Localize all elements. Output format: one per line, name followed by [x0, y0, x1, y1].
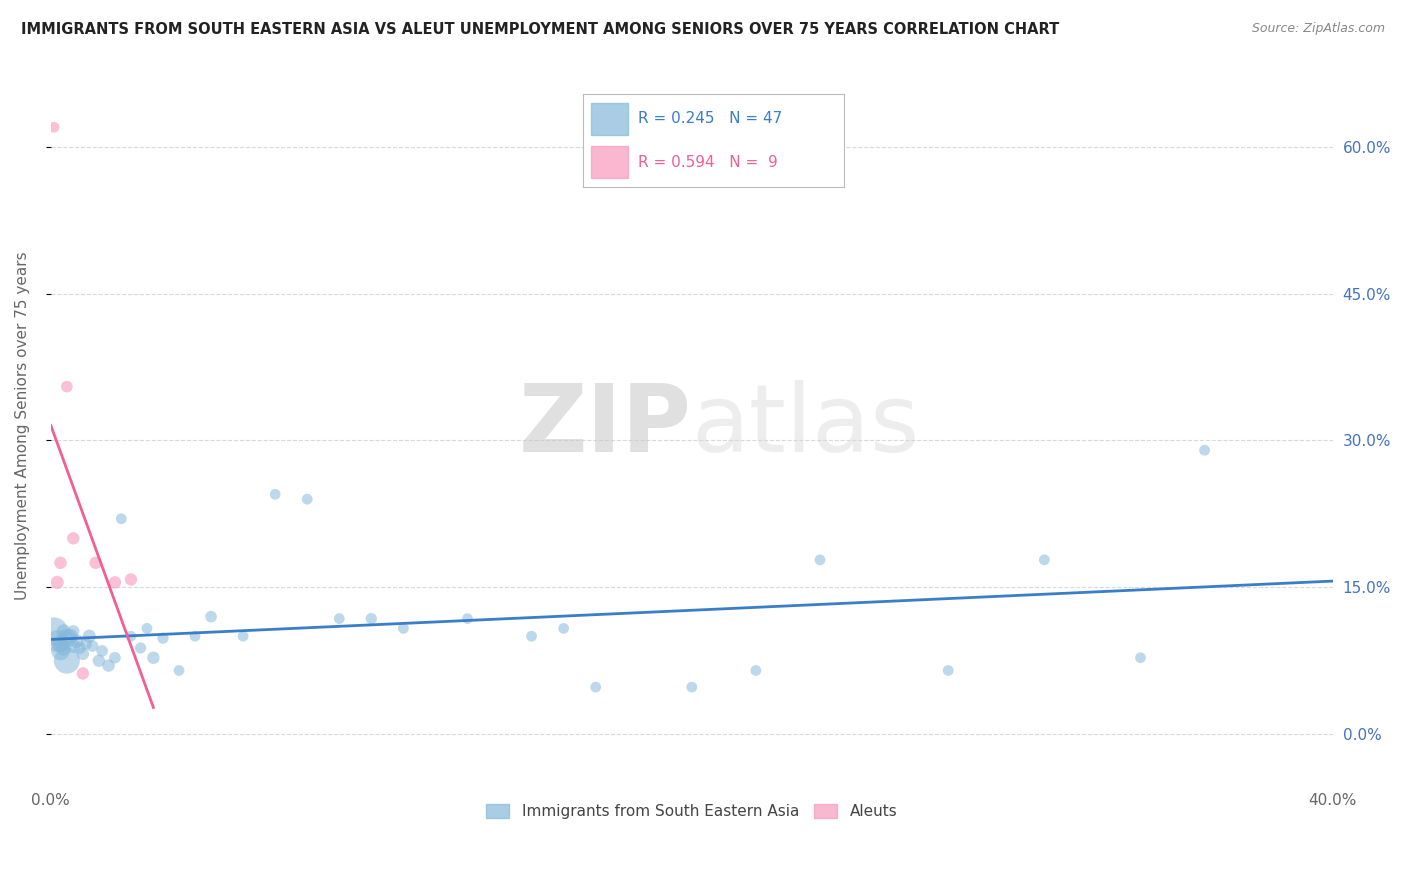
Point: [59, 629, 82, 643]
Point: [232, 629, 254, 643]
Point: [936, 664, 959, 678]
Legend: Immigrants from South Eastern Asia, Aleuts: Immigrants from South Eastern Asia, Aleu…: [481, 797, 903, 825]
Point: [42, 120, 65, 135]
Point: [52, 640, 75, 655]
Point: [585, 680, 607, 694]
Point: [56, 631, 79, 645]
Point: [87, 654, 110, 668]
Point: [520, 629, 543, 643]
Point: [82, 639, 104, 653]
Point: [167, 664, 190, 678]
Point: [49, 556, 72, 570]
Text: IMMIGRANTS FROM SOUTH EASTERN ASIA VS ALEUT UNEMPLOYMENT AMONG SENIORS OVER 75 Y: IMMIGRANTS FROM SOUTH EASTERN ASIA VS AL…: [21, 22, 1059, 37]
Point: [120, 629, 142, 643]
Point: [681, 680, 703, 694]
Point: [97, 658, 120, 673]
Point: [46, 575, 69, 590]
Y-axis label: Unemployment Among Seniors over 75 years: Unemployment Among Seniors over 75 years: [15, 252, 30, 600]
Point: [56, 654, 79, 668]
Point: [553, 621, 575, 635]
Point: [360, 612, 382, 626]
Point: [52, 624, 75, 639]
Text: Source: ZipAtlas.com: Source: ZipAtlas.com: [1251, 22, 1385, 36]
Point: [1129, 650, 1152, 665]
Point: [65, 634, 87, 648]
Point: [62, 624, 84, 639]
Point: [392, 621, 415, 635]
Point: [456, 612, 478, 626]
Point: [49, 644, 72, 658]
Point: [1033, 553, 1056, 567]
Text: ZIP: ZIP: [519, 380, 692, 472]
Point: [56, 379, 79, 393]
Point: [75, 637, 97, 651]
Text: R = 0.594   N =  9: R = 0.594 N = 9: [638, 154, 778, 169]
Point: [46, 634, 69, 648]
Point: [136, 621, 159, 635]
Point: [110, 512, 132, 526]
Point: [84, 556, 107, 570]
Point: [91, 644, 114, 658]
Point: [1194, 443, 1216, 458]
Point: [104, 575, 127, 590]
Point: [72, 647, 94, 661]
Point: [62, 532, 84, 546]
Point: [152, 631, 174, 645]
Point: [62, 639, 84, 653]
Point: [72, 666, 94, 681]
Point: [264, 487, 287, 501]
Text: atlas: atlas: [692, 380, 920, 472]
Point: [142, 650, 165, 665]
Point: [79, 629, 101, 643]
Point: [42, 624, 65, 639]
Point: [49, 637, 72, 651]
Point: [120, 573, 142, 587]
Point: [328, 612, 350, 626]
Point: [745, 664, 768, 678]
Point: [184, 629, 207, 643]
Bar: [592, 103, 627, 135]
Text: R = 0.245   N = 47: R = 0.245 N = 47: [638, 112, 782, 127]
Point: [129, 640, 152, 655]
Bar: [592, 146, 627, 178]
Point: [297, 492, 319, 507]
Point: [200, 609, 222, 624]
Point: [104, 650, 127, 665]
Point: [808, 553, 831, 567]
Point: [69, 640, 91, 655]
